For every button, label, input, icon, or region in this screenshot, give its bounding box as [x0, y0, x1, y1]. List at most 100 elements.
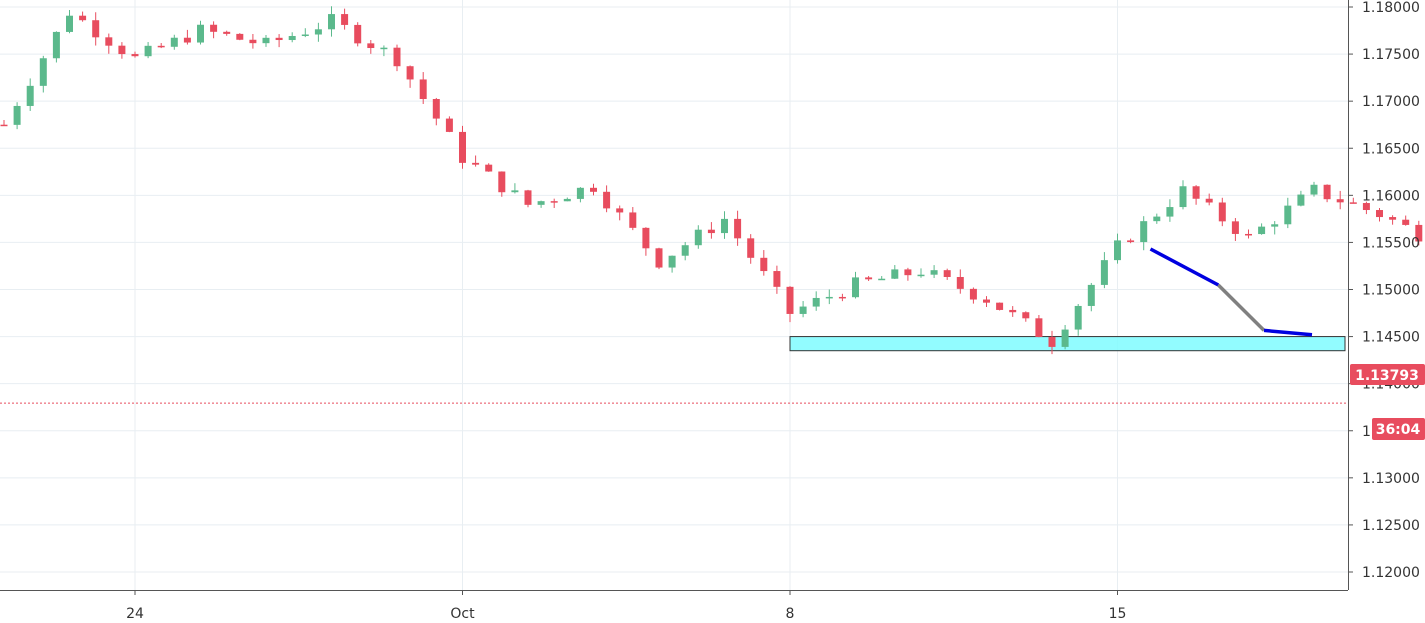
- candle-down: [459, 131, 466, 163]
- candle-down: [393, 47, 401, 67]
- candle-down: [655, 248, 663, 268]
- candle-up: [1166, 207, 1174, 217]
- candle-up: [26, 85, 34, 106]
- candle-down: [603, 191, 611, 209]
- resistance-trendline-blue-end: [1263, 328, 1313, 337]
- candle-down: [406, 66, 414, 80]
- candle-down: [472, 162, 480, 165]
- chart-annotations-lines: [1149, 247, 1313, 337]
- x-tick-label: 8: [786, 606, 795, 622]
- candle-up: [1087, 284, 1095, 306]
- candle-down: [1218, 202, 1226, 222]
- candle-up: [852, 277, 859, 298]
- candle-up: [262, 37, 270, 44]
- candle-up: [1271, 224, 1279, 227]
- candle-down: [0, 124, 8, 127]
- y-tick-label: 1.17500: [1362, 47, 1420, 63]
- resistance-trendline-grey: [1217, 283, 1266, 332]
- candle-down: [367, 43, 375, 49]
- current-price-tag-bg: [1350, 364, 1425, 385]
- candle-down: [1127, 240, 1135, 243]
- candle-down: [956, 276, 964, 289]
- candle-down: [1245, 233, 1252, 236]
- candle-up: [1061, 329, 1069, 347]
- candle-down: [629, 212, 637, 228]
- candle-down: [498, 171, 506, 193]
- candle-up: [917, 274, 925, 277]
- candle-up: [1100, 260, 1108, 285]
- candle-down: [275, 37, 283, 41]
- y-tick-label: 1.12000: [1362, 565, 1420, 581]
- candle-down: [524, 190, 532, 205]
- candle-down: [642, 227, 650, 249]
- current-price-tag: 1.13793: [1350, 364, 1425, 385]
- candle-up: [812, 297, 820, 307]
- candle-down: [432, 99, 440, 119]
- y-tick-label: 1.16000: [1362, 188, 1420, 204]
- y-tick-label: 1.12500: [1362, 518, 1420, 534]
- candle-down: [1035, 318, 1043, 337]
- candle-up: [1114, 240, 1121, 261]
- candle-down: [249, 39, 257, 44]
- candle-up: [144, 45, 152, 57]
- countdown-label: 36:04: [1376, 422, 1421, 438]
- candle-up: [13, 105, 21, 125]
- y-axis-ticks: 1.120001.125001.130001.135001.140001.145…: [1348, 0, 1420, 581]
- candle-down: [157, 45, 165, 48]
- current-price-label: 1.13793: [1355, 368, 1419, 384]
- candle-down: [969, 288, 977, 300]
- candle-down: [105, 37, 113, 46]
- candle-up: [511, 190, 519, 193]
- candle-down: [786, 286, 794, 314]
- candle-down: [223, 31, 231, 34]
- candle-down: [707, 229, 715, 234]
- candle-down: [1323, 184, 1331, 200]
- candlestick-series: [0, 6, 1423, 355]
- candle-up: [66, 15, 73, 32]
- y-tick-label: 1.18000: [1362, 0, 1420, 16]
- candle-down: [1192, 186, 1200, 199]
- candle-down: [92, 20, 100, 38]
- y-tick-label: 1.16500: [1362, 141, 1420, 157]
- candle-down: [1376, 210, 1383, 218]
- candle-down: [590, 187, 597, 192]
- candle-up: [1140, 221, 1148, 243]
- candle-down: [1402, 219, 1410, 225]
- candle-down: [747, 238, 755, 258]
- y-tick-label: 1.15500: [1362, 235, 1420, 251]
- candle-down: [760, 257, 768, 272]
- candle-down: [183, 37, 191, 43]
- candle-up: [681, 245, 689, 256]
- candle-down: [1205, 198, 1213, 203]
- candle-up: [576, 187, 584, 199]
- candle-up: [314, 29, 322, 35]
- candle-down: [1048, 336, 1056, 347]
- candle-down: [79, 15, 87, 21]
- candle-down: [550, 201, 558, 203]
- candle-up: [694, 229, 702, 246]
- candle-up: [799, 306, 807, 314]
- candle-down: [996, 302, 1004, 310]
- candle-up: [1284, 205, 1292, 225]
- candle-down: [983, 299, 990, 303]
- candle-down: [943, 270, 951, 277]
- candle-up: [891, 269, 899, 279]
- candle-down: [734, 218, 742, 239]
- resistance-trendline-blue: [1149, 247, 1220, 287]
- candle-down: [1362, 203, 1370, 211]
- candle-down: [354, 24, 362, 44]
- candle-up: [1179, 186, 1187, 208]
- candle-down: [773, 271, 781, 287]
- candle-up: [668, 255, 676, 268]
- chart-grid: [0, 0, 1348, 590]
- candle-up: [930, 270, 938, 275]
- candle-down: [236, 33, 244, 40]
- candle-up: [288, 35, 296, 41]
- candle-up: [878, 278, 886, 281]
- candle-up: [1153, 216, 1161, 222]
- candle-down: [838, 296, 846, 299]
- candle-down: [1009, 309, 1017, 313]
- x-axis-ticks: 24Oct81522Nov121926: [126, 590, 1126, 622]
- candle-down: [1389, 217, 1397, 220]
